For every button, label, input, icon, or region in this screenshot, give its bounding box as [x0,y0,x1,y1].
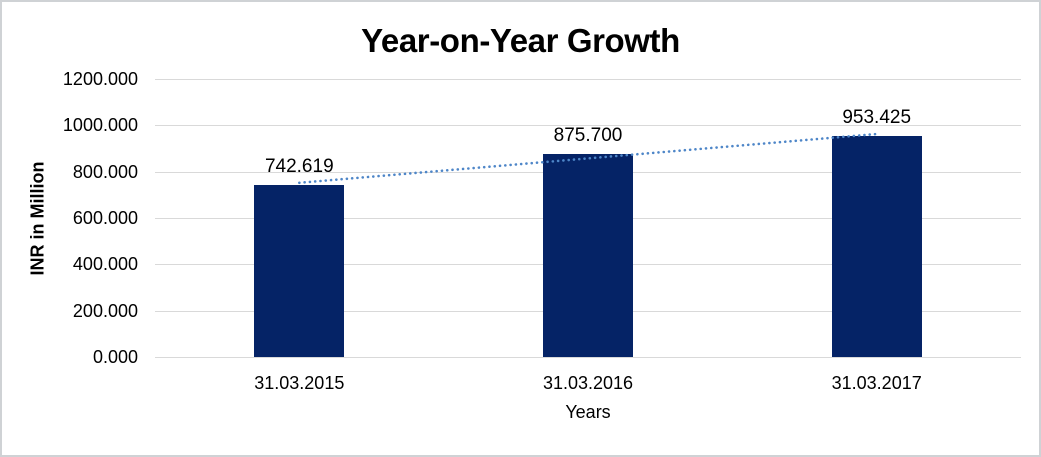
chart-title: Year-on-Year Growth [361,22,680,59]
y-tick-label: 1200.000 [62,69,138,89]
x-tick-label: 31.03.2015 [254,373,345,393]
y-tick-label: 200.000 [72,300,138,321]
y-tick-label: 1000.000 [62,115,138,136]
plot-area: 742.619 875.700 953.425 [155,79,1021,358]
bar [543,154,633,357]
bar [831,136,922,357]
y-tick-label: 400.000 [72,254,138,275]
bar [254,185,345,357]
y-tick-label: 600.000 [72,208,138,228]
x-axis-title: Years [565,402,611,422]
x-tick-label: 31.03.2017 [831,373,922,393]
y-tick-label: 0.000 [92,347,138,367]
trendline [298,132,879,185]
gridline [155,79,1021,80]
trendline-path [298,132,879,185]
gridline [155,125,1021,127]
y-tick-label: 800.000 [72,161,138,182]
x-tick-label: 31.03.2016 [542,373,634,393]
bar-value-label: 875.700 [553,125,623,147]
bar-value-label: 742.619 [264,156,334,177]
bar-value-label: 953.425 [842,107,912,129]
gridline [155,357,1021,358]
